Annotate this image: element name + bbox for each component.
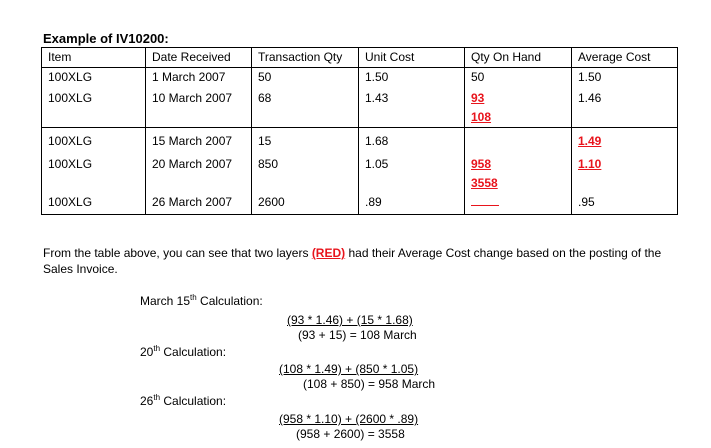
cell-date: 26 March 2007 — [145, 192, 252, 215]
header-average-cost: Average Cost — [571, 47, 678, 68]
cell-date: 20 March 2007 — [145, 154, 252, 193]
header-qty-on-hand: Qty On Hand — [464, 47, 572, 68]
cell-onhand — [464, 192, 572, 215]
calc-numerator-20th: (108 * 1.49) + (850 * 1.05) — [279, 362, 419, 376]
cell-cost: 1.05 — [358, 154, 465, 193]
calc-label-26th: 26th Calculation: — [140, 393, 227, 409]
table-row: 100XLG 26 March 2007 2600 .89 .95 — [41, 192, 678, 215]
header-transaction-qty: Transaction Qty — [251, 47, 359, 68]
cell-item: 100XLG — [41, 154, 146, 193]
calc-denominator-26th: (958 + 2600) = 3558 — [296, 427, 405, 441]
cell-date: 1 March 2007 — [145, 67, 252, 89]
cell-qty: 15 — [251, 127, 359, 155]
table-row: 100XLG 15 March 2007 15 1.68 1.49 — [41, 127, 678, 155]
cell-onhand: 50 — [464, 67, 572, 89]
cell-date: 10 March 2007 — [145, 88, 252, 128]
calc-label-20th: 20th Calculation: — [140, 344, 227, 360]
table-row: 100XLG 10 March 2007 68 1.43 93 108 1.46 — [41, 88, 678, 128]
cell-cost: 1.43 — [358, 88, 465, 128]
table-header-row: Item Date Received Transaction Qty Unit … — [41, 47, 678, 68]
cell-item: 100XLG — [41, 127, 146, 155]
cell-onhand — [464, 127, 572, 155]
calc-label-15th: March 15th Calculation: — [140, 293, 263, 309]
cell-qty: 2600 — [251, 192, 359, 215]
cell-onhand: 93 108 — [464, 88, 572, 128]
calc-numerator-26th: (958 * 1.10) + (2600 * .89) — [279, 412, 419, 426]
table-row: 100XLG 1 March 2007 50 1.50 50 1.50 — [41, 67, 678, 89]
example-title: Example of IV10200: — [43, 31, 169, 46]
red-highlight: (RED) — [311, 246, 346, 260]
header-item: Item — [41, 47, 146, 68]
calc-denominator-15th: (93 + 15) = 108 March — [298, 328, 417, 342]
cell-qty: 68 — [251, 88, 359, 128]
onhand-red-value: 3558 — [471, 175, 498, 190]
header-date-received: Date Received — [145, 47, 252, 68]
cell-avg: .95 — [571, 192, 678, 215]
cell-qty: 50 — [251, 67, 359, 89]
header-unit-cost: Unit Cost — [358, 47, 465, 68]
cell-avg: 1.10 — [571, 154, 678, 193]
explanation-paragraph: From the table above, you can see that t… — [43, 246, 662, 276]
cell-avg: 1.49 — [571, 127, 678, 155]
calc-numerator-15th: (93 * 1.46) + (15 * 1.68) — [287, 313, 413, 327]
cell-date: 15 March 2007 — [145, 127, 252, 155]
calc-denominator-20th: (108 + 850) = 958 March — [303, 377, 436, 391]
onhand-red-underline — [471, 194, 499, 206]
cell-avg: 1.50 — [571, 67, 678, 89]
iv10200-table: Item Date Received Transaction Qty Unit … — [41, 47, 678, 215]
cell-cost: .89 — [358, 192, 465, 215]
cell-avg: 1.46 — [571, 88, 678, 128]
cell-onhand: 958 3558 — [464, 154, 572, 193]
avg-red-value: 1.49 — [578, 134, 602, 148]
table-row: 100XLG 20 March 2007 850 1.05 958 3558 1… — [41, 154, 678, 193]
cell-item: 100XLG — [41, 192, 146, 215]
avg-red-value: 1.10 — [578, 156, 602, 171]
cell-item: 100XLG — [41, 67, 146, 89]
cell-cost: 1.50 — [358, 67, 465, 89]
onhand-red-value: 108 — [471, 109, 492, 124]
cell-cost: 1.68 — [358, 127, 465, 155]
onhand-red-value: 93 — [471, 90, 485, 105]
cell-item: 100XLG — [41, 88, 146, 128]
cell-qty: 850 — [251, 154, 359, 193]
onhand-red-value: 958 — [471, 156, 492, 171]
